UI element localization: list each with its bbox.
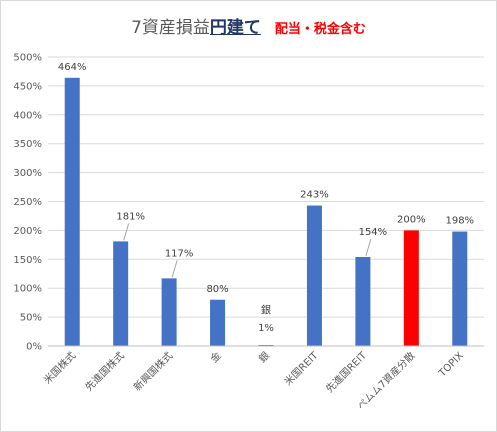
bar: [113, 241, 129, 346]
data-label: 154%: [359, 227, 388, 238]
y-tick-label: 50%: [20, 313, 42, 324]
y-tick-label: 400%: [13, 110, 42, 121]
bar: [355, 256, 371, 346]
data-label: 181%: [116, 211, 145, 222]
chart-title: 7資産損益円建て 配当・税金含む: [1, 13, 496, 38]
extra-data-label: 銀: [261, 303, 271, 316]
bar: [306, 205, 322, 346]
category-label: 新興国株式: [131, 349, 176, 394]
data-label-leader: [171, 260, 178, 278]
y-tick-label: 150%: [13, 255, 42, 266]
category-label: 銀: [256, 349, 272, 365]
data-label: 80%: [206, 284, 228, 295]
y-tick-label: 250%: [13, 197, 42, 208]
data-label: 1%: [258, 323, 274, 334]
category-label: TOPIX: [436, 350, 466, 380]
y-tick-label: 0%: [26, 342, 42, 353]
y-tick-label: 100%: [13, 284, 42, 295]
data-label: 464%: [58, 62, 87, 73]
data-label-leader: [365, 238, 372, 257]
chart-title-main: 7資産損益: [131, 18, 210, 38]
category-label: 金: [207, 349, 223, 365]
y-tick-label: 300%: [13, 168, 42, 179]
y-tick-label: 200%: [13, 226, 42, 237]
bar: [452, 231, 468, 346]
category-label: 米国株式: [41, 349, 78, 386]
data-label: 117%: [165, 248, 194, 259]
data-label: 243%: [300, 190, 329, 201]
chart-title-emphasis: 円建て: [209, 18, 261, 38]
category-label: 先進国REIT: [324, 349, 370, 395]
y-tick-label: 350%: [13, 139, 42, 150]
y-tick-label: 500%: [13, 53, 42, 64]
category-label: 米国REIT: [281, 348, 321, 388]
data-label: 200%: [397, 214, 426, 225]
bar: [403, 230, 419, 346]
bar: [64, 77, 80, 347]
y-tick-label: 450%: [13, 81, 42, 92]
category-label: 先進国株式: [82, 349, 127, 394]
bar: [210, 299, 226, 346]
data-label: 198%: [445, 216, 474, 227]
chart-title-note: 配当・税金含む: [274, 22, 366, 37]
data-label-leader: [123, 223, 130, 241]
bar: [161, 278, 177, 346]
